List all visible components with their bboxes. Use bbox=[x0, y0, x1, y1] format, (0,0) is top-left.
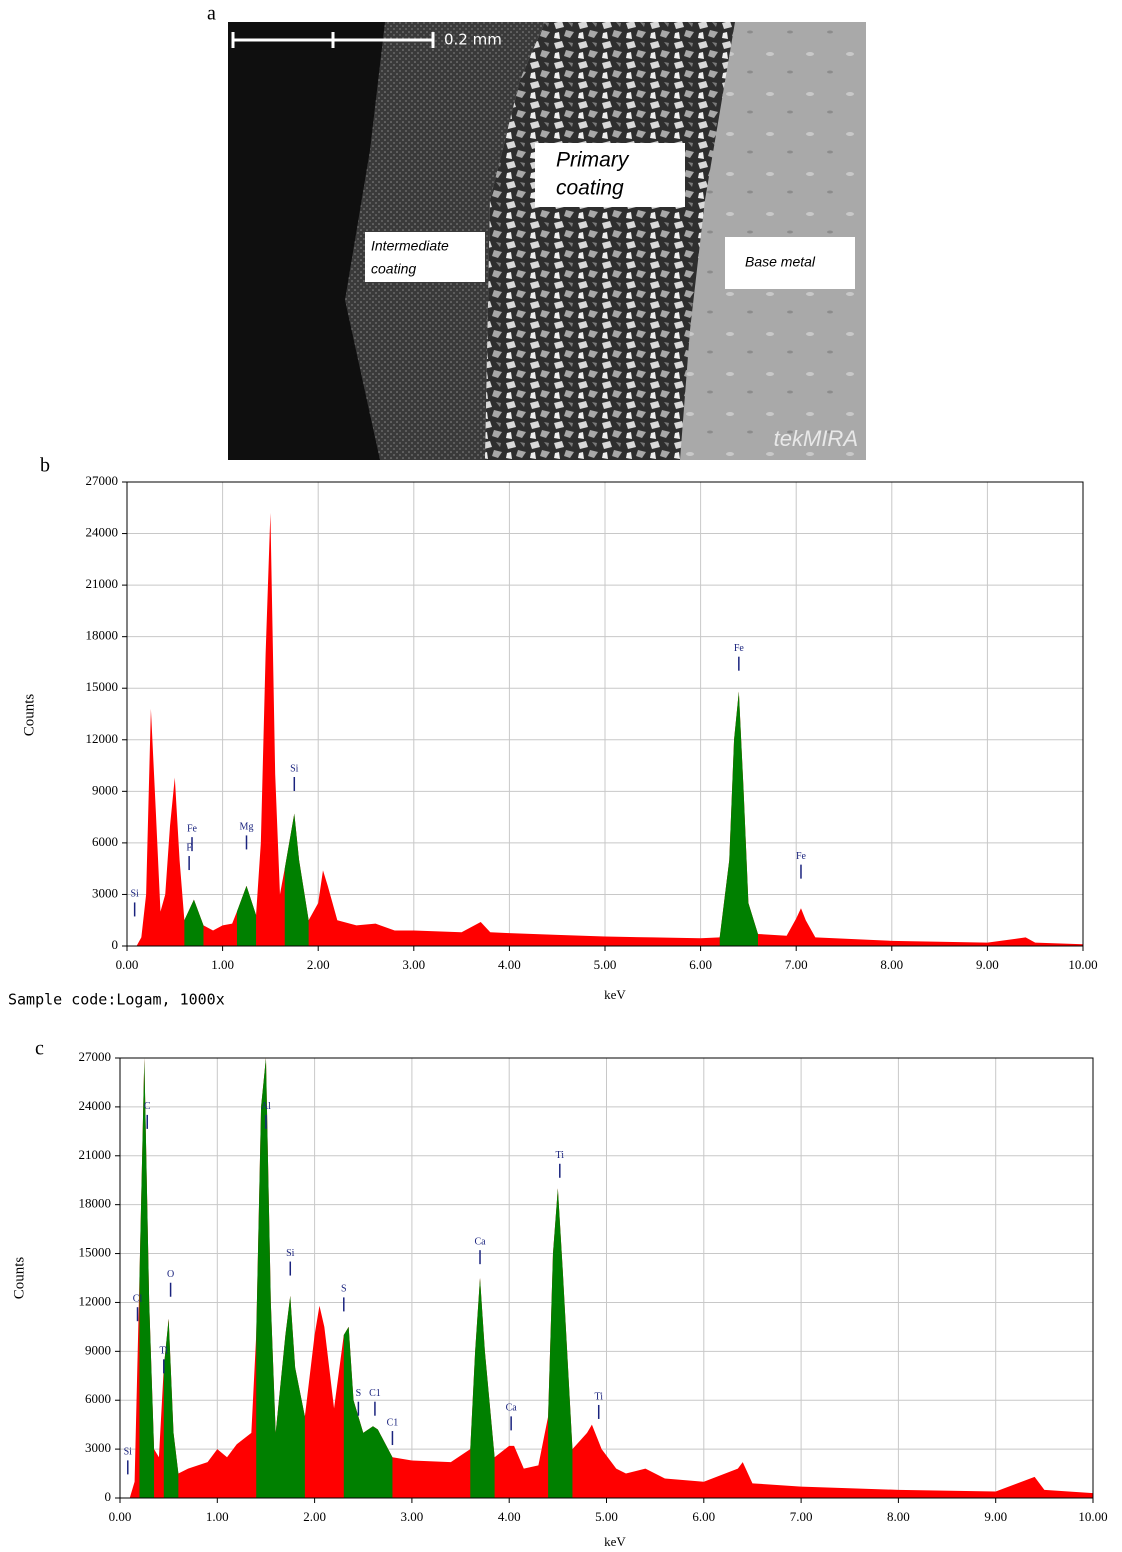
y-tick-label: 15000 bbox=[86, 679, 119, 694]
x-tick-label: 7.00 bbox=[790, 1509, 813, 1524]
x-tick-label: 2.00 bbox=[307, 957, 330, 972]
peak-label: C1 bbox=[369, 1388, 381, 1399]
peak-label: Ti bbox=[160, 1346, 169, 1357]
x-tick-label: 0.00 bbox=[109, 1509, 132, 1524]
peak-label: Ca bbox=[474, 1236, 486, 1247]
x-tick-label: 10.00 bbox=[1068, 957, 1097, 972]
x-axis-title: keV bbox=[604, 1534, 626, 1549]
x-tick-label: 1.00 bbox=[206, 1509, 229, 1524]
y-tick-label: 12000 bbox=[79, 1293, 112, 1308]
peak-label: S bbox=[356, 1388, 362, 1399]
y-tick-label: 15000 bbox=[79, 1245, 112, 1260]
y-tick-label: 0 bbox=[112, 937, 119, 952]
x-tick-label: 9.00 bbox=[976, 957, 999, 972]
x-tick-label: 5.00 bbox=[594, 957, 617, 972]
panel-letter: a bbox=[207, 3, 216, 25]
y-tick-label: 27000 bbox=[86, 473, 119, 488]
peak-label: F bbox=[186, 842, 192, 853]
y-tick-label: 21000 bbox=[79, 1147, 112, 1162]
panel-letter: b bbox=[40, 455, 50, 477]
y-tick-label: 21000 bbox=[86, 576, 119, 591]
chart: b 0.00 1.00 2.00 3.00 4.00 5.00 6.00 7.00 8.00 9.0… bbox=[8, 455, 1098, 1009]
x-tick-label: 2.00 bbox=[303, 1509, 326, 1524]
peak-label: Al bbox=[261, 1101, 271, 1112]
x-tick-label: 0.00 bbox=[116, 957, 139, 972]
micrograph bbox=[228, 22, 866, 460]
y-tick-label: 0 bbox=[105, 1489, 112, 1504]
y-tick-label: 24000 bbox=[79, 1098, 112, 1113]
intermediate-label: coating bbox=[371, 261, 416, 277]
primary-label: Primary bbox=[556, 149, 630, 172]
spectrum-area bbox=[139, 1058, 573, 1498]
x-tick-label: 3.00 bbox=[402, 957, 425, 972]
y-tick-label: 18000 bbox=[79, 1196, 112, 1211]
x-tick-label: 10.00 bbox=[1078, 1509, 1107, 1524]
scale-bar-label: 0.2 mm bbox=[444, 31, 502, 49]
peak-label: C bbox=[144, 1101, 151, 1112]
peak-label: Ca bbox=[506, 1403, 518, 1414]
primary-label: coating bbox=[556, 177, 624, 200]
peak-label: Si bbox=[130, 889, 139, 900]
peak-label: Ti bbox=[594, 1391, 603, 1402]
base-label: Base metal bbox=[745, 254, 816, 270]
y-tick-label: 9000 bbox=[92, 782, 118, 797]
x-tick-label: 8.00 bbox=[887, 1509, 910, 1524]
x-tick-label: 6.00 bbox=[689, 957, 712, 972]
x-tick-label: 4.00 bbox=[498, 957, 521, 972]
peak-label: O bbox=[167, 1269, 174, 1280]
x-tick-label: 4.00 bbox=[498, 1509, 521, 1524]
x-axis-title: keV bbox=[604, 987, 626, 1002]
peak-label: Si bbox=[290, 763, 299, 774]
peak-label: Fe bbox=[734, 643, 745, 654]
peak-label: C1 bbox=[387, 1417, 399, 1428]
x-tick-label: 8.00 bbox=[880, 957, 903, 972]
spectrum-area bbox=[184, 691, 758, 946]
x-tick-label: 9.00 bbox=[984, 1509, 1007, 1524]
y-tick-label: 6000 bbox=[92, 834, 118, 849]
peak-label: Cl bbox=[133, 1293, 143, 1304]
y-axis-title: Counts bbox=[21, 694, 37, 737]
panel-letter: c bbox=[35, 1038, 44, 1060]
x-tick-label: 3.00 bbox=[401, 1509, 424, 1524]
y-tick-label: 27000 bbox=[79, 1049, 112, 1064]
y-tick-label: 6000 bbox=[85, 1391, 111, 1406]
peak-label: Mg bbox=[240, 822, 254, 833]
watermark: tekMIRA bbox=[774, 426, 858, 451]
y-tick-label: 24000 bbox=[86, 525, 119, 540]
peak-label: S bbox=[341, 1284, 347, 1295]
x-tick-label: 1.00 bbox=[211, 957, 234, 972]
chart: c 0.00 1.00 2.00 3.00 4.00 5.00 6.00 7.00 8.00 9.0… bbox=[11, 1038, 1107, 1549]
x-tick-label: 5.00 bbox=[595, 1509, 618, 1524]
y-tick-label: 3000 bbox=[85, 1440, 111, 1455]
y-axis-title: Counts bbox=[11, 1257, 27, 1300]
y-tick-label: 18000 bbox=[86, 628, 119, 643]
spectrum-area bbox=[136, 512, 1083, 946]
intermediate-label: Intermediate bbox=[371, 238, 449, 254]
peak-label: Fe bbox=[796, 851, 807, 862]
peak-label: Fe bbox=[187, 823, 198, 834]
peak-label: Si bbox=[124, 1447, 133, 1458]
peak-label: Si bbox=[286, 1248, 295, 1259]
y-tick-label: 3000 bbox=[92, 885, 118, 900]
y-tick-label: 9000 bbox=[85, 1342, 111, 1357]
y-tick-label: 12000 bbox=[86, 731, 119, 746]
x-tick-label: 6.00 bbox=[692, 1509, 715, 1524]
sample-note: Sample code:Logam, 1000x bbox=[8, 991, 225, 1009]
peak-label: Ti bbox=[556, 1150, 565, 1161]
x-tick-label: 7.00 bbox=[785, 957, 808, 972]
